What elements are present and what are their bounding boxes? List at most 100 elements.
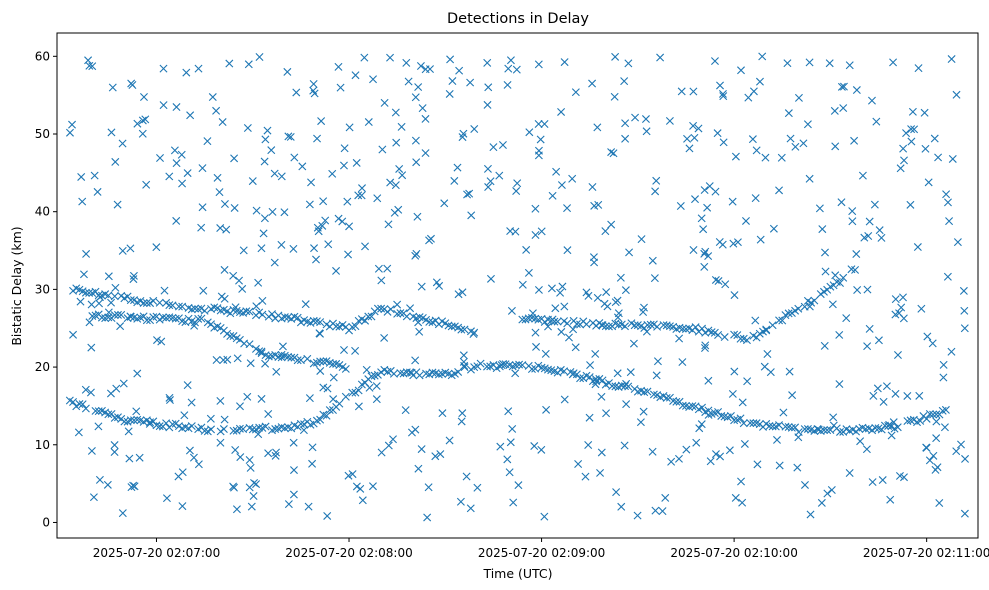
data-point xyxy=(159,101,168,110)
data-point xyxy=(907,137,916,146)
data-point xyxy=(118,246,127,255)
data-point xyxy=(486,177,495,186)
data-point xyxy=(576,374,585,383)
data-point xyxy=(527,365,536,374)
data-point xyxy=(373,194,382,203)
data-point xyxy=(308,459,317,468)
data-point xyxy=(278,342,287,351)
data-point xyxy=(730,330,739,339)
data-point xyxy=(458,133,467,142)
data-point xyxy=(325,406,334,415)
data-point xyxy=(335,399,344,408)
data-point xyxy=(107,128,116,137)
data-point xyxy=(728,197,737,206)
data-point xyxy=(389,369,398,378)
data-point xyxy=(697,214,706,223)
data-point xyxy=(829,421,838,430)
data-point xyxy=(694,124,703,133)
data-point xyxy=(659,321,668,330)
data-point xyxy=(454,290,463,299)
data-point xyxy=(372,395,381,404)
data-point xyxy=(345,222,354,231)
data-point xyxy=(873,384,882,393)
data-point xyxy=(203,137,212,146)
data-point xyxy=(921,144,930,153)
data-point xyxy=(503,80,512,89)
data-point xyxy=(172,103,181,112)
data-point xyxy=(877,233,886,242)
data-point xyxy=(920,108,929,117)
data-point xyxy=(875,226,884,235)
data-point xyxy=(701,341,710,350)
data-point xyxy=(130,416,139,425)
data-point xyxy=(155,298,164,307)
data-point xyxy=(721,280,730,289)
data-point xyxy=(534,285,543,294)
data-point xyxy=(377,276,386,285)
data-point xyxy=(609,149,618,158)
data-point xyxy=(915,391,924,400)
data-point xyxy=(168,420,177,429)
data-point xyxy=(445,89,454,98)
y-tick-label: 40 xyxy=(35,205,50,219)
data-point xyxy=(557,181,566,190)
data-point xyxy=(835,380,844,389)
data-point xyxy=(142,316,151,325)
data-point xyxy=(216,224,225,233)
data-point xyxy=(736,414,745,423)
data-point xyxy=(959,286,968,295)
data-point xyxy=(746,418,755,427)
data-point xyxy=(340,346,348,354)
data-point xyxy=(91,406,100,415)
data-point xyxy=(900,473,908,482)
data-point xyxy=(624,59,633,68)
data-point xyxy=(940,423,949,432)
data-point xyxy=(483,100,492,109)
data-point xyxy=(391,181,400,190)
data-point xyxy=(717,411,726,420)
data-point xyxy=(407,368,416,377)
data-point xyxy=(258,310,267,319)
data-point xyxy=(411,356,420,365)
data-point xyxy=(414,83,423,92)
data-point xyxy=(874,336,883,345)
data-point xyxy=(417,445,426,454)
data-point xyxy=(194,460,203,469)
data-point xyxy=(340,144,349,153)
data-point xyxy=(511,361,520,370)
data-point xyxy=(784,109,793,118)
data-point xyxy=(814,425,823,434)
x-tick-label: 2025-07-20 02:08:00 xyxy=(285,546,412,560)
data-point xyxy=(243,392,252,401)
data-point xyxy=(89,493,98,502)
data-point xyxy=(319,197,328,206)
data-point xyxy=(110,441,119,450)
data-point xyxy=(450,176,459,185)
data-point xyxy=(531,231,540,240)
data-point xyxy=(689,246,698,255)
data-point xyxy=(120,417,129,426)
data-point xyxy=(939,373,948,382)
data-point xyxy=(731,493,740,502)
data-point xyxy=(344,250,353,259)
data-point xyxy=(775,316,784,325)
data-point xyxy=(704,252,713,261)
data-point xyxy=(81,288,90,297)
data-point xyxy=(289,466,298,475)
data-point xyxy=(110,448,119,457)
data-point xyxy=(133,119,142,128)
data-point xyxy=(690,133,699,142)
data-point xyxy=(172,216,181,225)
data-point xyxy=(168,301,177,310)
data-point xyxy=(194,305,203,314)
data-point xyxy=(621,286,630,295)
data-point xyxy=(928,339,937,348)
data-point xyxy=(158,313,167,322)
data-point xyxy=(152,243,161,252)
data-point xyxy=(219,425,228,434)
data-point xyxy=(316,415,325,424)
data-point xyxy=(799,139,808,148)
data-point xyxy=(336,83,345,92)
data-point xyxy=(513,179,522,188)
data-point xyxy=(113,200,122,209)
